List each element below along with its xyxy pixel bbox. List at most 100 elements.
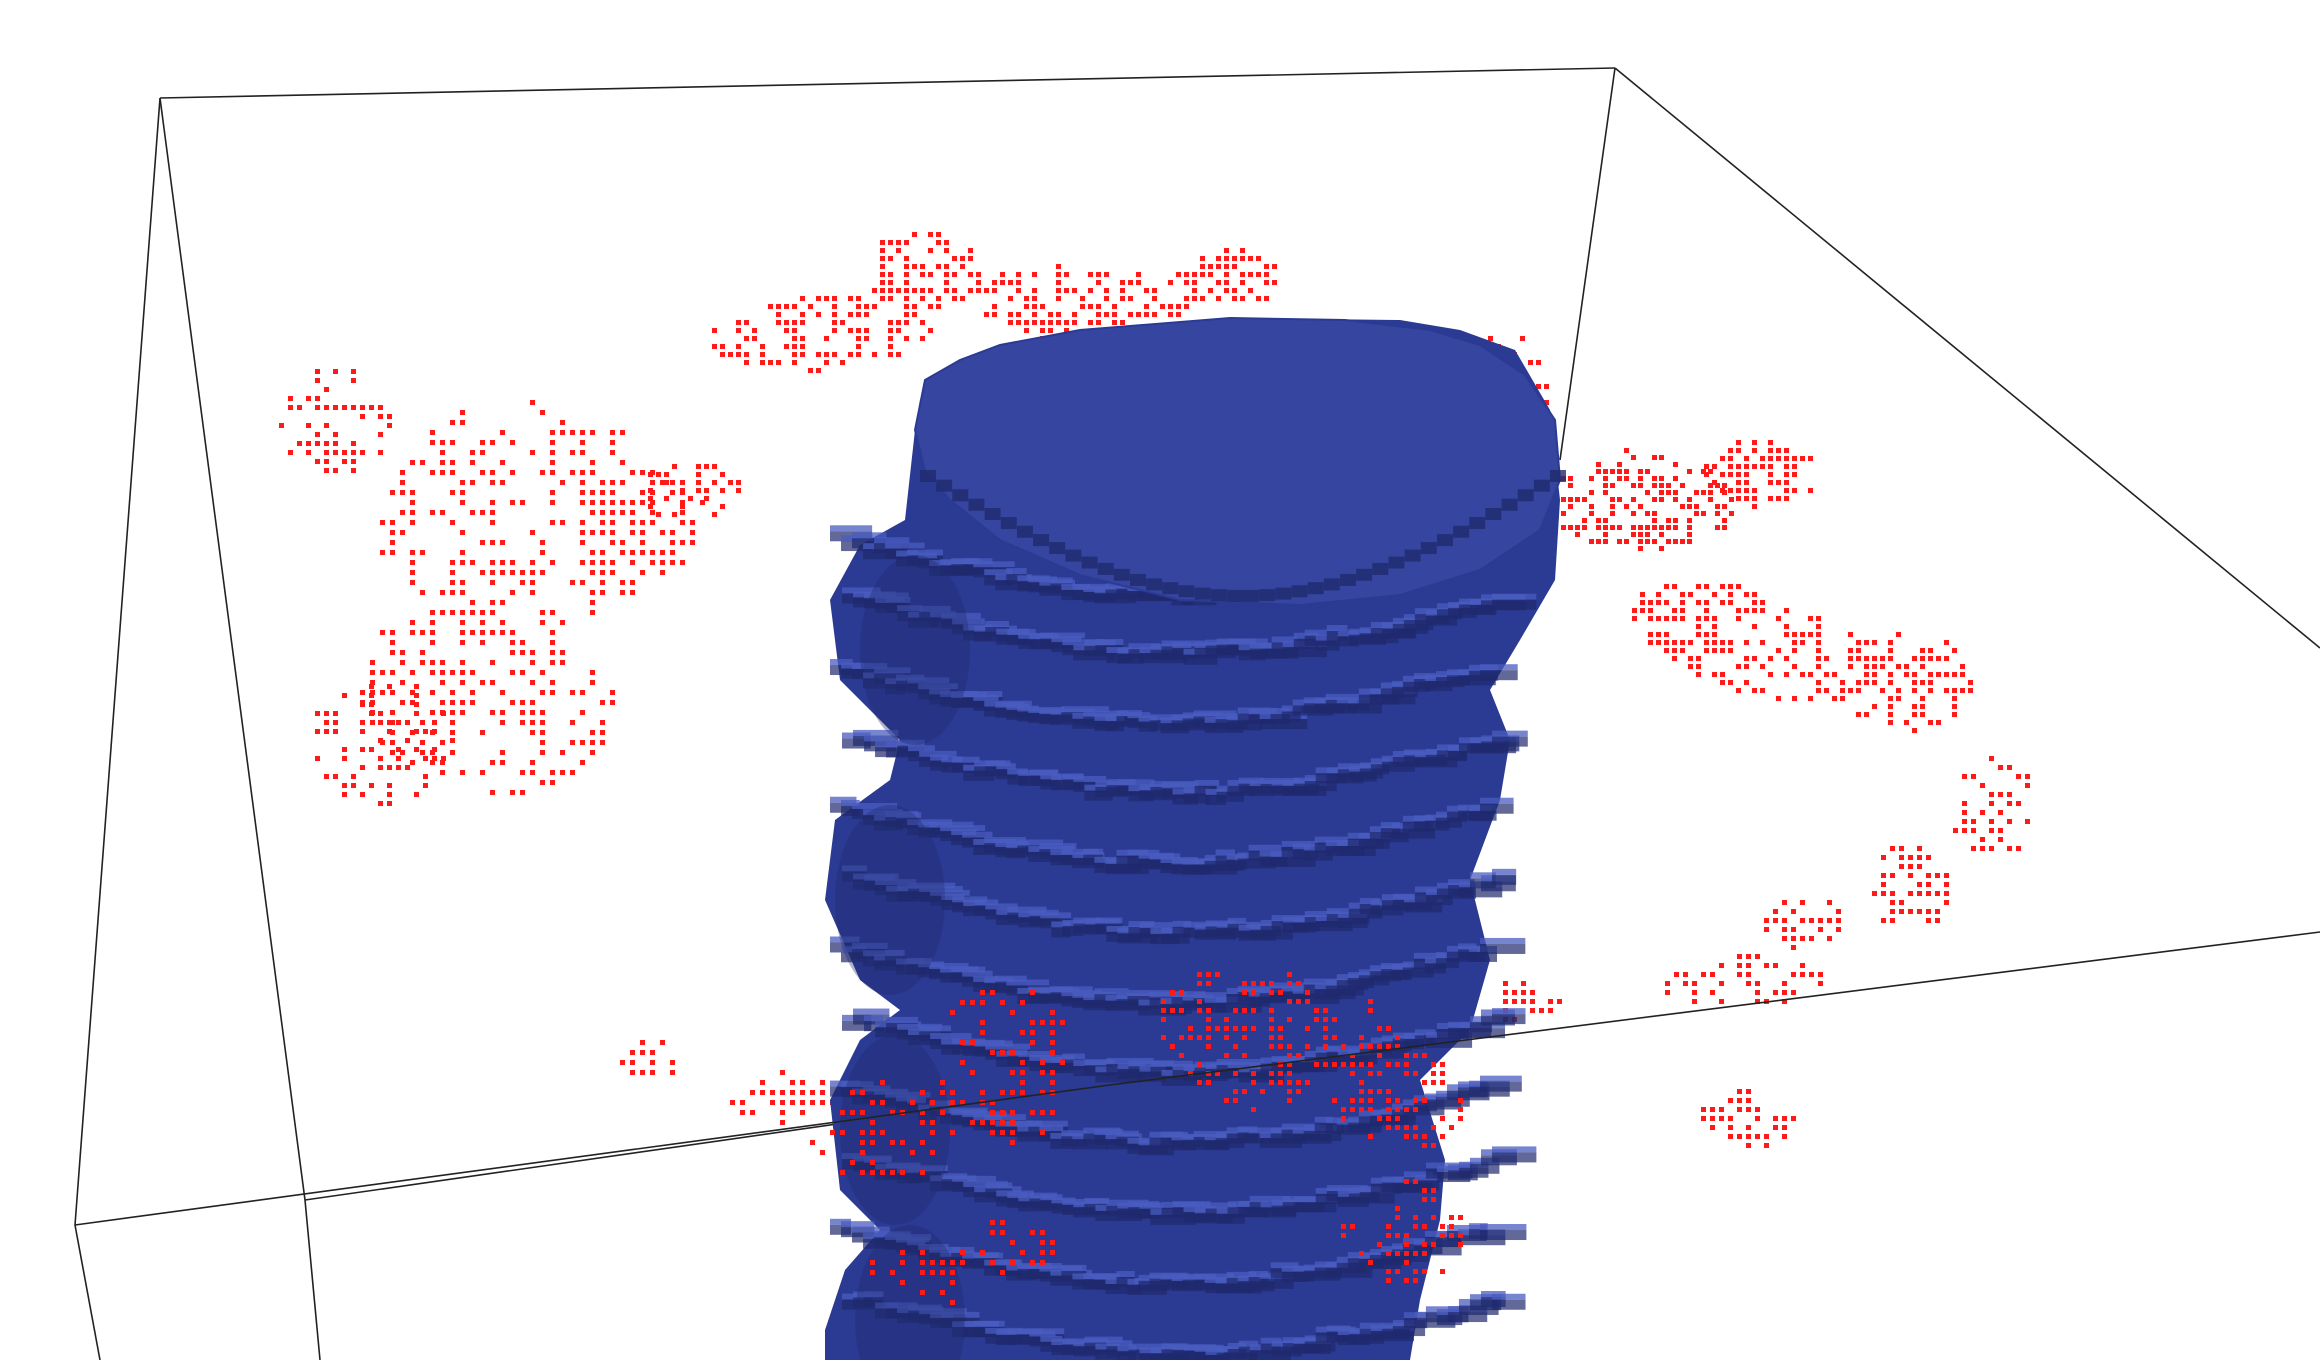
point xyxy=(1617,462,1622,467)
point xyxy=(1377,1089,1382,1094)
point xyxy=(1224,1035,1229,1040)
point xyxy=(387,765,392,770)
voxel-rim xyxy=(952,489,969,502)
point xyxy=(1251,1008,1256,1013)
point xyxy=(550,610,555,615)
point-cloud-back xyxy=(279,232,2030,1148)
point xyxy=(1664,648,1669,653)
point xyxy=(1305,1080,1310,1085)
point xyxy=(480,640,485,645)
point xyxy=(1648,616,1653,621)
voxel-step-shadow xyxy=(1315,640,1340,651)
point xyxy=(620,500,625,505)
point xyxy=(888,328,893,333)
point xyxy=(590,500,595,505)
point xyxy=(378,432,383,437)
point xyxy=(610,510,615,515)
point xyxy=(1672,640,1677,645)
point xyxy=(1666,525,1671,530)
point xyxy=(1179,1008,1184,1013)
point xyxy=(1912,704,1917,709)
point xyxy=(1848,648,1853,653)
point xyxy=(1773,1125,1778,1130)
voxel-step xyxy=(1480,1224,1527,1231)
point xyxy=(1782,981,1787,986)
point xyxy=(1233,1071,1238,1076)
point xyxy=(333,720,338,725)
point xyxy=(1864,680,1869,685)
point xyxy=(1808,616,1813,621)
point xyxy=(420,630,425,635)
point xyxy=(590,560,595,565)
point xyxy=(1040,1020,1045,1025)
point xyxy=(1548,1008,1553,1013)
point xyxy=(432,747,437,752)
point xyxy=(1872,704,1877,709)
point xyxy=(1596,525,1601,530)
point xyxy=(816,312,821,317)
point xyxy=(530,700,535,705)
voxel-step xyxy=(852,1226,890,1233)
point xyxy=(670,480,675,485)
point xyxy=(1872,680,1877,685)
point xyxy=(1720,584,1725,589)
point xyxy=(1305,999,1310,1004)
point xyxy=(530,580,535,585)
point xyxy=(450,738,455,743)
point xyxy=(744,336,749,341)
point xyxy=(510,470,515,475)
voxel-step xyxy=(1216,1058,1264,1065)
voxel-step-shadow xyxy=(1138,1145,1174,1156)
point xyxy=(980,1250,985,1255)
point xyxy=(1359,1035,1364,1040)
voxel-step-shadow xyxy=(1325,985,1364,996)
voxel-step xyxy=(1413,815,1434,822)
point xyxy=(880,248,885,253)
point xyxy=(1784,448,1789,453)
point xyxy=(1603,490,1608,495)
point xyxy=(1548,999,1553,1004)
point xyxy=(1722,504,1727,509)
point xyxy=(430,620,435,625)
voxel-step-shadow xyxy=(1391,828,1436,839)
point xyxy=(784,328,789,333)
point xyxy=(1368,1134,1373,1139)
point xyxy=(560,480,565,485)
voxel-step-shadow xyxy=(929,1106,950,1117)
point xyxy=(2016,774,2021,779)
point xyxy=(360,450,365,455)
point xyxy=(904,336,909,341)
point xyxy=(1568,504,1573,509)
point xyxy=(1128,296,1133,301)
point xyxy=(390,650,395,655)
point xyxy=(1232,296,1237,301)
point xyxy=(920,1110,925,1115)
point xyxy=(1603,518,1608,523)
point xyxy=(500,600,505,605)
point xyxy=(530,680,535,685)
voxel-rim xyxy=(1130,573,1146,586)
point xyxy=(1000,1270,1005,1275)
point xyxy=(1659,497,1664,502)
point xyxy=(1638,546,1643,551)
point xyxy=(450,460,455,465)
voxel-step-shadow xyxy=(1492,1152,1537,1163)
point xyxy=(1944,900,1949,905)
point xyxy=(1776,616,1781,621)
point xyxy=(1359,1080,1364,1085)
point xyxy=(1728,592,1733,597)
point xyxy=(1631,497,1636,502)
voxel-step-shadow xyxy=(1304,1202,1337,1213)
point xyxy=(570,450,575,455)
point xyxy=(600,490,605,495)
point xyxy=(1056,320,1061,325)
voxel-step xyxy=(974,1040,1013,1047)
voxel-step-shadow xyxy=(1457,949,1477,960)
point xyxy=(1350,1224,1355,1229)
point xyxy=(1908,855,1913,860)
point xyxy=(1760,688,1765,693)
point xyxy=(1072,312,1077,317)
voxel-step xyxy=(1117,779,1155,786)
point xyxy=(1200,264,1205,269)
